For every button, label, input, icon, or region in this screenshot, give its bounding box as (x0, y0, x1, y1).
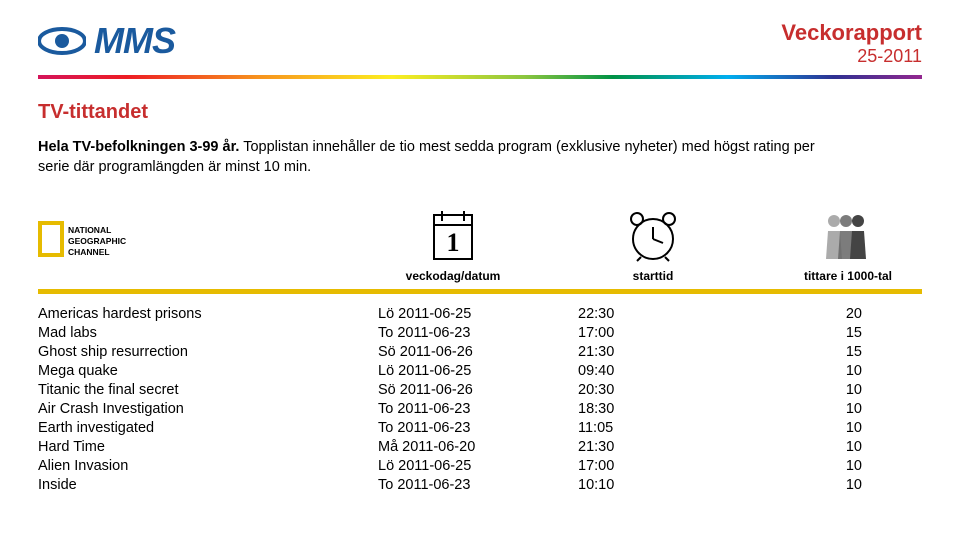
program-viewers: 10 (738, 475, 922, 494)
program-viewers: 10 (738, 361, 922, 380)
program-date: Sö 2011-06-26 (378, 380, 578, 399)
program-title: Titanic the final secret (38, 380, 378, 399)
intro-bold: Hela TV-befolkningen 3-99 år. (38, 139, 239, 155)
natgeo-line3: CHANNEL (68, 247, 110, 257)
program-time: 09:40 (578, 361, 738, 380)
brand-logo: MMS (38, 20, 175, 62)
people-icon (816, 207, 880, 263)
program-date: Lö 2011-06-25 (378, 361, 578, 380)
natgeo-icon: NATIONAL GEOGRAPHIC CHANNEL (38, 221, 128, 277)
program-time: 21:30 (578, 342, 738, 361)
clock-icon (623, 207, 683, 263)
svg-text:1: 1 (447, 228, 460, 257)
viewers-header: tittare i 1000-tal (778, 205, 918, 283)
table-header-underline (38, 289, 922, 294)
program-title: Earth investigated (38, 418, 378, 437)
table-row: InsideTo 2011-06-2310:1010 (38, 475, 922, 494)
header: MMS Veckorapport 25-2011 (38, 20, 922, 67)
program-time: 22:30 (578, 304, 738, 323)
program-date: To 2011-06-23 (378, 323, 578, 342)
program-date: To 2011-06-23 (378, 399, 578, 418)
natgeo-line2: GEOGRAPHIC (68, 236, 126, 246)
program-time: 18:30 (578, 399, 738, 418)
program-title: Alien Invasion (38, 456, 378, 475)
program-date: To 2011-06-23 (378, 418, 578, 437)
table-row: Hard TimeMå 2011-06-2021:3010 (38, 437, 922, 456)
program-title: Mad labs (38, 323, 378, 342)
program-title: Hard Time (38, 437, 378, 456)
channel-header: NATIONAL GEOGRAPHIC CHANNEL (38, 219, 178, 283)
program-time: 17:00 (578, 323, 738, 342)
program-viewers: 15 (738, 342, 922, 361)
program-viewers: 10 (738, 437, 922, 456)
program-time: 20:30 (578, 380, 738, 399)
program-table: Americas hardest prisonsLö 2011-06-2522:… (38, 304, 922, 494)
date-label: veckodag/datum (378, 269, 528, 283)
intro-text: Hela TV-befolkningen 3-99 år. Topplistan… (38, 138, 818, 177)
program-title: Mega quake (38, 361, 378, 380)
page: MMS Veckorapport 25-2011 TV-tittandet He… (0, 0, 960, 494)
report-title: Veckorapport 25-2011 (781, 20, 922, 67)
column-header-icons: NATIONAL GEOGRAPHIC CHANNEL 1 veckodag/d… (38, 205, 922, 283)
natgeo-line1: NATIONAL (68, 225, 111, 235)
table-row: Mad labsTo 2011-06-2317:0015 (38, 323, 922, 342)
program-title: Americas hardest prisons (38, 304, 378, 323)
program-viewers: 15 (738, 323, 922, 342)
table-row: Alien InvasionLö 2011-06-2517:0010 (38, 456, 922, 475)
table-row: Titanic the final secretSö 2011-06-2620:… (38, 380, 922, 399)
time-header: starttid (598, 205, 708, 283)
section-title: TV-tittandet (38, 101, 922, 124)
program-viewers: 10 (738, 456, 922, 475)
program-viewers: 10 (738, 418, 922, 437)
table-row: Mega quakeLö 2011-06-2509:4010 (38, 361, 922, 380)
table-row: Earth investigatedTo 2011-06-2311:0510 (38, 418, 922, 437)
rainbow-divider (38, 75, 922, 79)
time-label: starttid (598, 269, 708, 283)
report-period: 25-2011 (781, 46, 922, 67)
program-title: Inside (38, 475, 378, 494)
program-viewers: 10 (738, 399, 922, 418)
table-row: Air Crash InvestigationTo 2011-06-2318:3… (38, 399, 922, 418)
brand-text: MMS (94, 20, 175, 62)
program-date: Sö 2011-06-26 (378, 342, 578, 361)
program-title: Ghost ship resurrection (38, 342, 378, 361)
program-date: Må 2011-06-20 (378, 437, 578, 456)
viewers-label: tittare i 1000-tal (778, 269, 918, 283)
date-header: 1 veckodag/datum (378, 205, 528, 283)
program-title: Air Crash Investigation (38, 399, 378, 418)
report-label: Veckorapport (781, 20, 922, 46)
program-time: 10:10 (578, 475, 738, 494)
program-time: 17:00 (578, 456, 738, 475)
program-date: To 2011-06-23 (378, 475, 578, 494)
program-time: 11:05 (578, 418, 738, 437)
table-row: Americas hardest prisonsLö 2011-06-2522:… (38, 304, 922, 323)
program-time: 21:30 (578, 437, 738, 456)
program-date: Lö 2011-06-25 (378, 456, 578, 475)
table-row: Ghost ship resurrectionSö 2011-06-2621:3… (38, 342, 922, 361)
program-viewers: 10 (738, 380, 922, 399)
eye-icon (38, 26, 86, 56)
calendar-icon: 1 (428, 207, 478, 263)
program-viewers: 20 (738, 304, 922, 323)
program-date: Lö 2011-06-25 (378, 304, 578, 323)
